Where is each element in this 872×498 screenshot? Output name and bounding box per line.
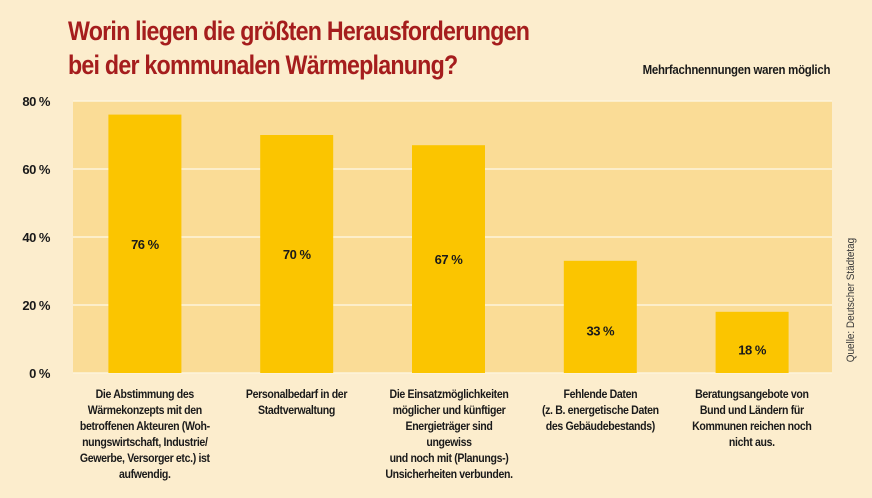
x-category-text: Beratungsangebote von Bund und Ländern f…	[692, 387, 812, 449]
x-category-label: Die Abstimmung des Wärmekonzepts mit den…	[70, 386, 220, 482]
bar	[563, 260, 637, 373]
y-axis-ticks: 0 % 20 % 40 % 60 % 80 %	[22, 94, 51, 381]
x-category-label: Personalbedarf in der Stadtverwaltung	[222, 386, 372, 418]
data-label: 18 %	[738, 343, 767, 358]
x-category-text: Fehlende Daten (z. B. energetische Daten…	[541, 387, 659, 433]
bar	[715, 311, 789, 373]
data-label: 33 %	[586, 323, 615, 338]
x-category-text: Die Einsatzmöglichkeiten möglicher und k…	[384, 387, 513, 481]
y-tick-label: 20 %	[22, 298, 51, 313]
chart-title: Worin liegen die größten Herausforderung…	[68, 14, 530, 82]
x-category-label: Beratungsangebote von Bund und Ländern f…	[677, 386, 827, 450]
bar	[412, 145, 485, 373]
source-note: Quelle: Deutscher Städtetag	[845, 237, 857, 363]
data-label: 76 %	[131, 237, 160, 252]
data-labels: 76 % 70 % 67 % 33 % 18 %	[131, 237, 767, 358]
chart-title-line-2: bei der kommunalen Wärmeplanung?	[68, 50, 458, 80]
bars	[108, 114, 789, 373]
bar	[260, 135, 334, 373]
chart-title-line-1: Worin liegen die größten Herausforderung…	[68, 16, 530, 46]
chart-subtitle: Mehrfachnennungen waren möglich	[642, 62, 830, 77]
x-category-text: Die Abstimmung des Wärmekonzepts mit den…	[79, 387, 210, 481]
x-category-text: Personalbedarf in der Stadtverwaltung	[246, 387, 348, 417]
bar	[108, 114, 182, 373]
y-tick-label: 40 %	[22, 230, 51, 245]
y-tick-label: 0 %	[29, 366, 51, 381]
data-label: 70 %	[283, 247, 312, 262]
y-tick-label: 80 %	[22, 94, 51, 109]
data-label: 67 %	[435, 252, 464, 267]
y-tick-label: 60 %	[22, 162, 51, 177]
x-category-label: Fehlende Daten (z. B. energetische Daten…	[525, 386, 675, 434]
x-category-label: Die Einsatzmöglichkeiten möglicher und k…	[374, 386, 524, 482]
